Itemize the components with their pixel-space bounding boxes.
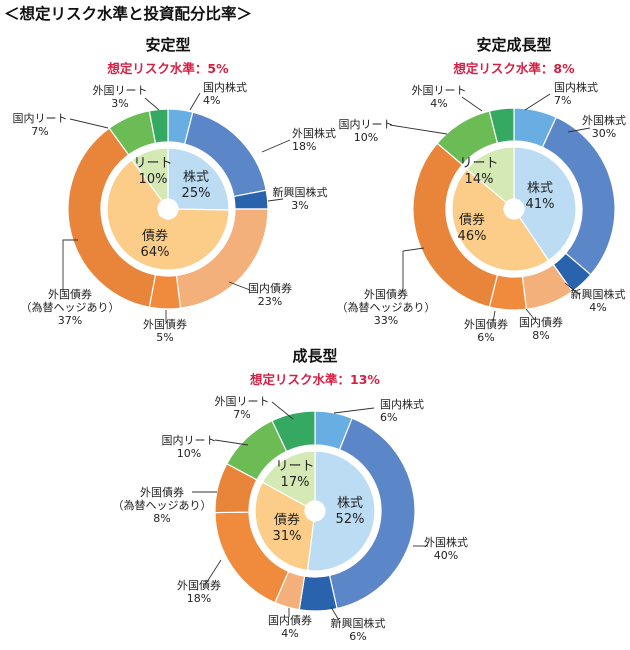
outer-slice-foreign-reits [148,108,169,144]
inner-label-stocks: 株式 52% [336,496,365,527]
outer-label-foreign-reits: 外国リート 4% [412,84,467,110]
inner-label-reits: リート 17% [275,459,314,490]
leader-line [62,239,78,292]
leader-line [144,97,160,111]
inner-label-stocks: 株式 41% [526,181,555,212]
inner-slice-stocks [306,450,376,572]
inner-label-bonds: 債券 31% [273,512,302,544]
leader-line [189,92,201,111]
inner-slice-reits [465,146,515,204]
inner-slice-bonds [451,168,550,272]
inner-slice-stocks [167,147,230,211]
inner-slice-reits [130,147,169,202]
outer-label-domestic-stocks: 国内株式 4% [203,80,247,107]
leader-line [271,401,294,420]
outer-label-emerging-stocks: 新興国株式 6% [331,616,386,643]
leader-line [267,198,284,202]
leader-line [389,124,448,135]
outer-label-domestic-reits: 国内リート 10% [339,117,394,144]
risk-level-label: 想定リスク水準：13% [249,372,380,387]
page-title: ＜想定リスク水準と投資配分比率＞ [4,5,253,23]
outer-label-domestic-reits: 国内リート 7% [13,111,68,138]
outer-slice-foreign-reits [488,107,515,144]
leader-line [564,282,581,296]
leader-line [525,308,536,321]
outer-label-emerging-stocks: 新興国株式 4% [571,287,626,314]
risk-level-label: 想定リスク水準：5% [106,61,229,76]
outer-label-domestic-bonds: 国内債券 4% [268,613,312,640]
inner-slice-bonds [254,481,315,572]
inner-label-reits: リート 14% [459,156,498,187]
outer-label-foreign-bonds: 外国債券 5% [143,317,187,344]
leader-line [228,281,251,291]
outer-label-foreign-bonds-hedged: 外国債券（為替ヘッジあり） 37% [21,287,120,327]
outer-slice-emerging-stocks [298,574,338,612]
outer-label-domestic-reits: 国内リート 10% [162,433,217,460]
inner-slice-stocks [513,146,577,262]
leader-line [524,93,551,111]
inner-label-reits: リート 10% [133,156,172,187]
inner-slice-bonds [106,159,230,271]
outer-label-domestic-stocks: 国内株式 6% [380,397,424,424]
outer-label-foreign-stocks: 外国株式 40% [424,535,468,562]
leader-line [261,139,291,153]
outer-label-foreign-reits: 外国リート 3% [93,84,148,110]
leader-line [69,118,109,129]
leader-line [333,407,375,414]
outer-label-domestic-bonds: 国内債券 8% [519,315,563,342]
outer-slice-foreign-stocks [328,417,416,610]
outer-slice-foreign-reits [271,410,316,453]
outer-label-foreign-stocks: 外国株式 30% [582,113,626,140]
chart-title: 安定成長型 [476,36,551,54]
leader-line [330,606,341,623]
leader-line [461,96,483,112]
leader-line [214,439,249,446]
inner-label-stocks: 株式 25% [182,170,211,201]
inner-slice-reits [261,450,316,507]
outer-label-foreign-bonds-hedged: 外国債券（為替ヘッジあり） 8% [113,485,212,525]
outer-label-foreign-bonds: 外国債券 6% [464,317,508,344]
risk-level-label: 想定リスク水準：8% [452,61,575,76]
leader-line [567,127,591,133]
inner-label-bonds: 債券 64% [141,228,170,260]
inner-label-bonds: 債券 46% [458,212,487,244]
outer-label-domestic-bonds: 国内債券 23% [248,281,292,308]
outer-label-foreign-bonds-hedged: 外国債券（為替ヘッジあり） 33% [337,287,436,327]
leader-line [204,559,222,586]
leader-line [402,247,425,293]
outer-label-foreign-stocks: 外国株式 18% [292,126,336,153]
leader-line [492,310,496,323]
chart-title: 安定型 [145,36,190,54]
outer-label-domestic-stocks: 国内株式 7% [554,80,598,107]
chart-title: 成長型 [292,347,337,365]
outer-label-foreign-reits: 外国リート 7% [215,395,270,421]
outer-slice-foreign-bonds-hedged [67,127,157,308]
outer-label-emerging-stocks: 新興国株式 3% [273,185,328,212]
outer-label-foreign-bonds: 外国債券 18% [177,578,221,605]
